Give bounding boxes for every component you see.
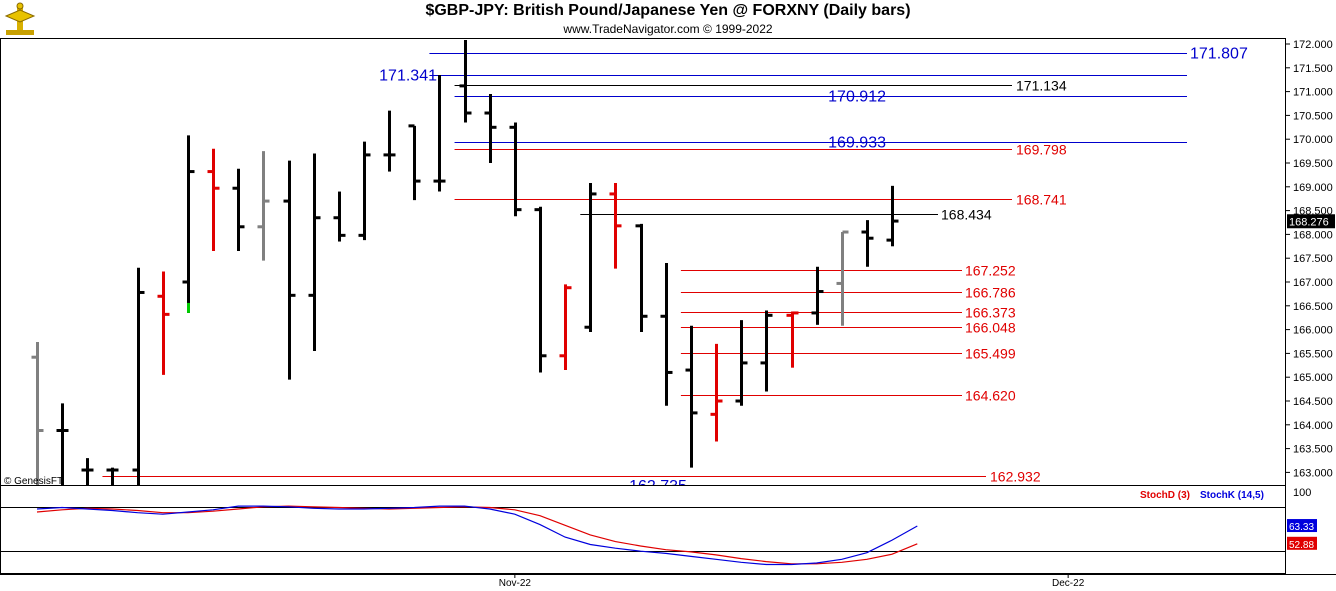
ohlc-bar [56,403,69,485]
last-price-tag [1287,214,1335,229]
y-tick-label: 164.500 [1293,396,1333,408]
y-tick-label: 163.000 [1293,467,1333,479]
y-tick-label: 163.500 [1293,444,1333,456]
chart-title: $GBP-JPY: British Pound/Japanese Yen @ F… [425,2,911,19]
price-level-label: 162.735 [629,478,687,495]
ohlc-bar [836,230,849,326]
ohlc-bar [358,141,371,241]
ohlc-bar [106,467,119,485]
ohlc-bar [383,110,396,172]
y-tick-label: 170.500 [1293,110,1333,122]
price-level-label: 165.499 [965,346,1016,362]
y-tick-label: 168.000 [1293,229,1333,241]
stoch-legend-d: StochD (3) [1140,490,1190,501]
y-tick-label: 165.500 [1293,348,1333,360]
ohlc-bar [408,124,421,201]
stoch-last-value-label: 52.88 [1289,540,1314,551]
price-level-label: 171.341 [379,68,437,85]
x-tick-label: Dec-22 [1052,578,1085,589]
ohlc-bar [760,310,773,392]
ohlc-bar [660,262,673,406]
ohlc-bar [886,185,899,247]
ohlc-bar [459,40,472,123]
watermark-label: © GenesisFT [4,476,63,487]
price-level-label: 166.048 [965,320,1016,336]
ohlc-bar [308,153,321,352]
stoch-legend-k: StochK (14,5) [1200,490,1264,501]
ohlc-bar [31,341,44,485]
price-level-label: 166.373 [965,305,1016,321]
ohlc-bar [157,271,170,375]
stoch-series-line [36,505,918,565]
price-level-label: 170.912 [828,89,886,106]
ohlc-bar [283,160,296,380]
ohlc-bar [182,135,195,313]
chart-header: $GBP-JPY: British Pound/Japanese Yen @ F… [0,0,1336,40]
ohlc-bar [786,311,799,368]
y-tick-label: 164.000 [1293,420,1333,432]
ohlc-bar [685,325,698,468]
stochastic-panel-frame [0,485,1286,574]
price-level-label: 171.807 [1190,46,1248,63]
y-tick-label: 171.500 [1293,63,1333,75]
y-tick-label: 166.500 [1293,301,1333,313]
ohlc-bar [710,343,723,442]
price-level-label: 171.134 [1016,78,1067,94]
ohlc-bar [257,151,270,261]
ohlc-bar [609,182,622,269]
ohlc-bar [509,122,522,217]
ohlc-bar [559,284,572,371]
ohlc-bar [584,182,597,332]
ohlc-bar [433,74,446,192]
ohlc-bar [635,223,648,332]
stoch-last-value-tag [1287,519,1317,533]
y-tick-label: 166.000 [1293,325,1333,337]
y-tick-label: 167.500 [1293,253,1333,265]
stoch-series-line [36,505,918,566]
price-level-label: 167.252 [965,263,1016,279]
trade-navigator-logo-icon [4,2,36,36]
y-tick-label: 165.000 [1293,372,1333,384]
y-tick-label: 170.000 [1293,134,1333,146]
stoch-y-tick-label: 100 [1293,487,1311,499]
price-level-label: 164.620 [965,388,1016,404]
price-level-label: 169.798 [1016,142,1067,158]
y-tick-label: 167.000 [1293,277,1333,289]
ohlc-bar [81,458,94,485]
stoch-last-value-tag [1287,536,1317,550]
ohlc-bar [484,93,497,163]
ohlc-bar [232,168,245,252]
y-tick-label: 172.000 [1293,39,1333,51]
ohlc-bar [207,148,220,252]
last-price-label: 168.276 [1289,216,1329,228]
price-level-label: 168.434 [941,207,992,223]
price-level-label: 169.933 [828,135,886,152]
price-level-label: 162.932 [990,469,1041,485]
ohlc-bar [811,266,824,325]
ohlc-bar [132,267,145,485]
price-level-label: 166.786 [965,285,1016,301]
y-tick-label: 169.500 [1293,158,1333,170]
x-tick-label: Nov-22 [499,578,532,589]
ohlc-bar [534,206,547,373]
y-tick-label: 169.000 [1293,182,1333,194]
y-tick-label: 171.000 [1293,87,1333,99]
chart-subtitle: www.TradeNavigator.com © 1999-2022 [563,22,773,36]
ohlc-bar [333,191,346,242]
ohlc-bar [735,320,748,406]
stoch-last-value-label: 63.33 [1289,522,1314,533]
ohlc-bar [861,220,874,267]
price-level-label: 168.741 [1016,192,1067,208]
